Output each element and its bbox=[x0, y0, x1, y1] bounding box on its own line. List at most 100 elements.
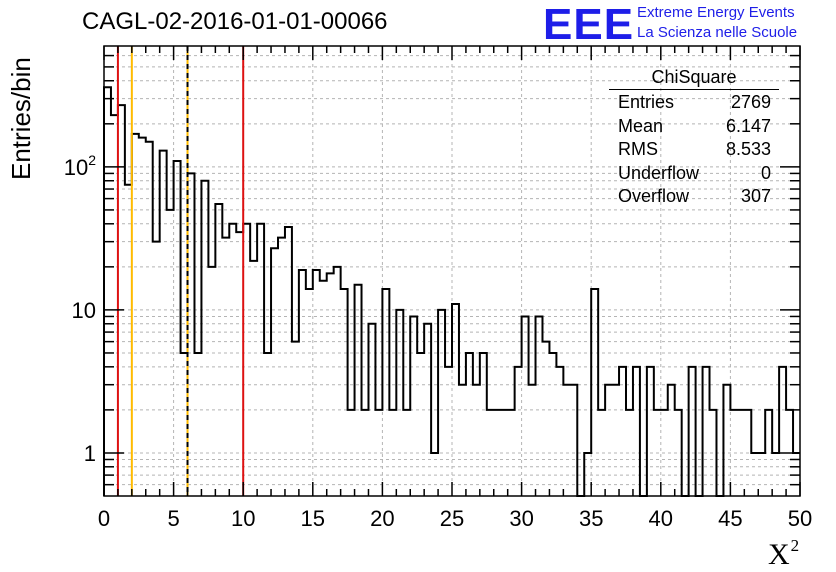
histogram-bin bbox=[167, 210, 174, 496]
histogram-bin bbox=[389, 410, 396, 496]
histogram-bin bbox=[417, 353, 424, 496]
histogram-bin bbox=[410, 316, 417, 496]
histogram-bin bbox=[744, 410, 751, 496]
histogram-bin bbox=[104, 87, 111, 496]
histogram-bin bbox=[675, 410, 682, 496]
histogram-bin bbox=[522, 316, 529, 496]
x-tick-label: 25 bbox=[440, 506, 464, 531]
histogram-bin bbox=[703, 367, 710, 496]
stats-label: Overflow bbox=[618, 186, 690, 206]
x-tick-label: 30 bbox=[509, 506, 533, 531]
histogram-bin bbox=[188, 173, 195, 496]
stats-row: Entries 2769 bbox=[609, 92, 779, 116]
histogram-bin bbox=[508, 410, 515, 496]
histogram-bin bbox=[313, 270, 320, 496]
histogram-bin bbox=[403, 410, 410, 496]
histogram bbox=[103, 86, 800, 497]
logo-line-1: Extreme Energy Events bbox=[637, 4, 795, 21]
histogram-bin bbox=[271, 248, 278, 496]
histogram-bin bbox=[612, 385, 619, 496]
histogram-bin bbox=[438, 310, 445, 496]
histogram-bin bbox=[375, 410, 382, 496]
histogram-bin bbox=[229, 224, 236, 496]
histogram-bin bbox=[473, 385, 480, 496]
histogram-bin bbox=[132, 134, 139, 496]
x-tick-label: 5 bbox=[167, 506, 179, 531]
histogram-bin bbox=[299, 270, 306, 496]
x-tick-label: 40 bbox=[649, 506, 673, 531]
histogram-bin bbox=[494, 410, 501, 496]
histogram-bin bbox=[723, 385, 730, 496]
histogram-bin bbox=[772, 453, 779, 496]
logo-line-2: La Scienza nelle Scuole bbox=[637, 24, 798, 41]
histogram-bin bbox=[598, 410, 605, 496]
histogram-bin bbox=[306, 289, 313, 496]
stats-row: Underflow 0 bbox=[609, 163, 779, 187]
y-axis-label: Entries/bin bbox=[6, 57, 36, 180]
histogram-bin bbox=[445, 367, 452, 496]
histogram-bin bbox=[194, 353, 201, 496]
histogram-bin bbox=[348, 410, 355, 496]
histogram-bin bbox=[710, 410, 717, 496]
histogram-bin bbox=[174, 161, 181, 496]
x-tick-label: 50 bbox=[788, 506, 812, 531]
histogram-bin bbox=[647, 367, 654, 496]
histogram-bin bbox=[278, 238, 285, 496]
x-tick-label: 0 bbox=[98, 506, 110, 531]
histogram-bin bbox=[556, 367, 563, 496]
stats-row: RMS 8.533 bbox=[609, 139, 779, 163]
stats-title: ChiSquare bbox=[609, 67, 779, 90]
histogram-bin bbox=[737, 410, 744, 496]
y-tick-label: 10 bbox=[72, 298, 96, 323]
histogram-bin bbox=[396, 310, 403, 496]
histogram-bin bbox=[765, 410, 772, 496]
histogram-bin bbox=[758, 453, 765, 496]
histogram-bin bbox=[125, 185, 132, 496]
histogram-bin bbox=[153, 242, 160, 496]
histogram-bin bbox=[257, 224, 264, 496]
histogram-bin bbox=[654, 410, 661, 496]
histogram-bin bbox=[146, 142, 153, 496]
histogram-bin bbox=[285, 227, 292, 496]
histogram-bin bbox=[633, 367, 640, 496]
x-tick-label: 45 bbox=[718, 506, 742, 531]
stats-label: Underflow bbox=[618, 162, 700, 183]
histogram-bin bbox=[466, 353, 473, 496]
x-tick-label: 20 bbox=[370, 506, 394, 531]
histogram-bin bbox=[264, 353, 271, 496]
y-tick-label: 102 bbox=[64, 152, 96, 180]
histogram-bin bbox=[779, 367, 786, 496]
histogram-bin bbox=[529, 385, 536, 496]
histogram-bin bbox=[341, 289, 348, 496]
stats-label: RMS bbox=[618, 139, 658, 159]
histogram-bin bbox=[222, 238, 229, 496]
stats-value: 2769 bbox=[730, 92, 771, 112]
histogram-bin bbox=[549, 353, 556, 496]
histogram-bin bbox=[111, 115, 118, 496]
histogram-bin bbox=[292, 342, 299, 496]
histogram-bin bbox=[668, 385, 675, 496]
histogram-bin bbox=[215, 204, 222, 496]
axes: 0 5 10 15 20 25 30 35 40 45 50 1 10 102 bbox=[64, 45, 812, 531]
histogram-bin bbox=[459, 385, 466, 496]
histogram-bin bbox=[368, 324, 375, 496]
histogram-bin bbox=[730, 410, 737, 496]
histogram-bin bbox=[355, 285, 362, 496]
stats-label: Entries bbox=[618, 92, 675, 112]
histogram-bin bbox=[139, 138, 146, 496]
histogram-bin bbox=[536, 316, 543, 496]
histogram-bin bbox=[243, 224, 250, 496]
histogram-bin bbox=[751, 453, 758, 496]
stats-row: Mean 6.147 bbox=[609, 116, 779, 140]
x-tick-label: 15 bbox=[301, 506, 325, 531]
histogram-bin bbox=[619, 367, 626, 496]
histogram-bin bbox=[480, 353, 487, 496]
x-tick-label: 35 bbox=[579, 506, 603, 531]
histogram-bin bbox=[250, 261, 257, 496]
stats-value: 307 bbox=[740, 186, 771, 206]
chart-title: CAGL-02-2016-01-01-00066 bbox=[82, 8, 388, 35]
stats-value: 8.533 bbox=[725, 139, 771, 159]
histogram-bin bbox=[570, 385, 577, 496]
stats-value: 0 bbox=[760, 162, 771, 183]
marker-lines bbox=[116, 46, 245, 496]
